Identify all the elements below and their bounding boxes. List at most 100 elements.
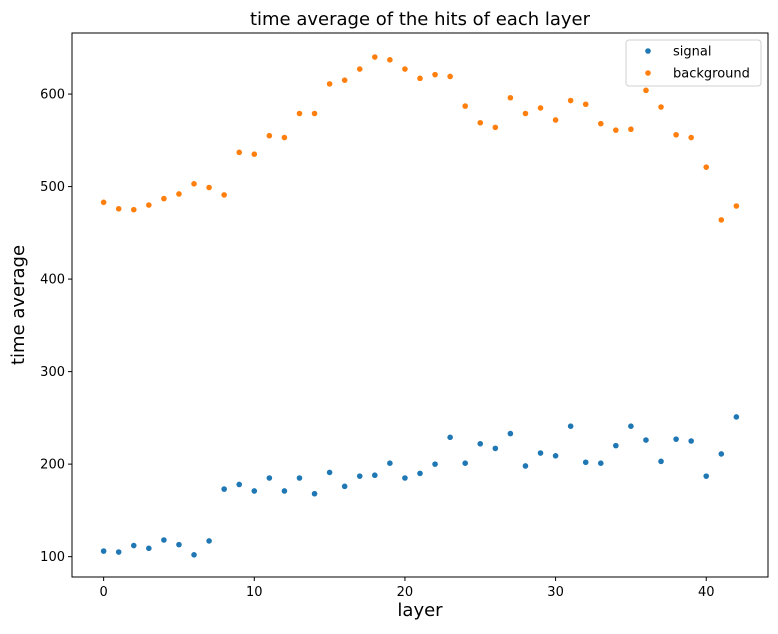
signal-point [266,475,273,481]
background-point [356,66,363,72]
y-tick-label: 300 [40,365,65,380]
plot-area [71,32,769,578]
background-point [658,104,664,110]
signal-point [432,461,438,467]
signal-point [206,538,212,544]
y-tick-label: 400 [40,273,65,288]
background-point [522,110,529,117]
series-background [100,54,740,223]
background-point [161,195,167,202]
background-point [507,94,514,101]
signal-point [552,453,559,459]
background-point [643,87,649,94]
background-point [251,151,258,157]
background-point [492,124,499,131]
background-point [582,101,589,108]
background-point [733,203,740,209]
background-point [387,57,393,63]
background-point [567,97,574,104]
background-point [718,217,725,223]
signal-point [176,541,182,548]
signal-point [507,430,514,437]
background-point [402,66,408,72]
background-point [326,81,333,87]
signal-point [597,460,604,467]
x-tick-label: 20 [397,585,414,600]
background-point [281,134,288,141]
background-point [703,164,710,170]
background-point [462,103,468,109]
background-point [432,71,438,78]
signal-point [341,483,348,490]
background-point [130,206,137,213]
signal-point [296,475,303,481]
signal-point [628,423,634,429]
signal-point [643,437,649,443]
x-tick-label: 30 [547,585,564,600]
background-point [100,199,107,206]
x-tick-label: 0 [99,585,107,600]
signal-point [402,475,408,481]
x-tick-label: 40 [698,585,715,600]
signal-point [236,481,243,488]
background-point [296,110,303,117]
chart-title: time average of the hits of each layer [250,9,591,30]
background-point [266,132,273,139]
background-point [613,127,619,133]
signal-point [733,414,740,420]
signal-point [191,551,197,558]
x-axis-label: layer [397,600,443,621]
signal-point [718,451,725,457]
y-tick-label: 600 [40,88,65,103]
signal-point [703,473,710,479]
background-point [372,54,378,60]
signal-point [613,442,619,449]
signal-point [537,450,544,456]
signal-point [417,470,423,477]
signal-point [673,436,679,442]
signal-point [477,440,484,447]
signal-point [462,460,468,467]
background-point [146,202,152,208]
background-point [191,181,197,187]
background-point [341,77,348,83]
background-point [552,117,559,123]
background-point [597,120,604,127]
signal-point [100,548,107,554]
legend-marker-signal [645,48,651,54]
signal-point [688,438,694,444]
y-tick-label: 500 [40,180,65,195]
x-axis: 0 10 20 30 40 [99,577,715,600]
background-point [688,134,694,141]
legend-box [625,39,762,87]
signal-point [658,458,664,465]
legend-marker-background [645,70,651,76]
signal-point [130,542,137,549]
legend-label-background: background [673,67,750,82]
y-tick-label: 200 [40,458,65,473]
y-tick-label: 100 [40,550,65,565]
series-signal [100,414,740,558]
background-point [115,205,122,212]
background-point [628,126,634,133]
background-point [236,149,243,156]
signal-point [221,486,227,492]
signal-point [146,545,152,552]
background-point [221,192,227,198]
legend: signal background [625,39,762,87]
signal-point [387,460,393,467]
background-point [447,73,453,80]
signal-point [567,423,574,429]
signal-point [447,434,453,441]
legend-label-signal: signal [673,45,711,60]
signal-point [161,537,167,543]
signal-point [582,459,589,466]
background-point [176,191,182,197]
signal-point [311,490,318,497]
background-point [311,110,318,117]
signal-point [522,463,529,469]
signal-point [251,488,258,494]
background-point [417,75,423,82]
y-axis-label: time average [8,245,29,365]
